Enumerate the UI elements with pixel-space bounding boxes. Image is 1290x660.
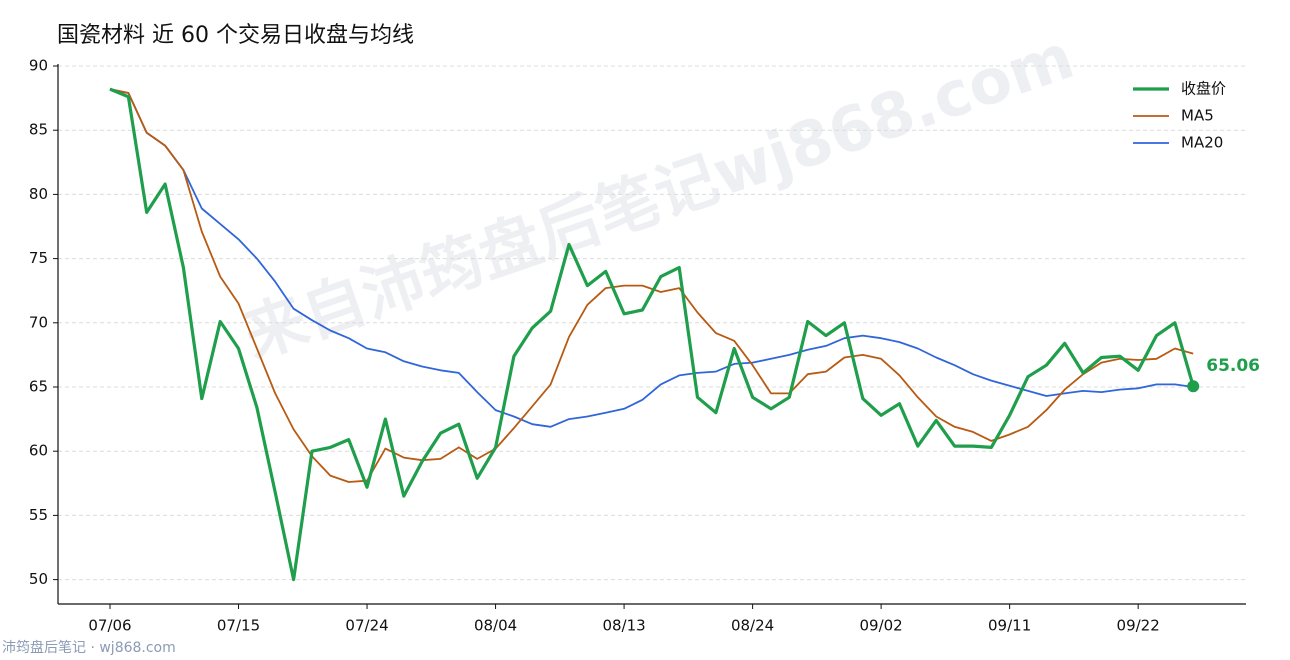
footer: 沛筠盘后笔记 · wj868.com: [2, 639, 176, 656]
x-tick-label: 07/24: [345, 617, 388, 635]
y-tick-label: 60: [29, 442, 48, 460]
x-tick-label: 09/11: [988, 617, 1031, 635]
series-line: [109, 87, 1195, 582]
y-tick-label: 90: [29, 57, 48, 75]
legend-label: 收盘价: [1181, 80, 1226, 98]
y-tick-label: 65: [29, 378, 48, 396]
series-line: [109, 88, 1194, 483]
y-tick-label: 70: [29, 313, 48, 331]
series-line: [109, 88, 1194, 428]
x-tick-label: 08/24: [731, 617, 774, 635]
chart-title: 国瓷材料 近 60 个交易日收盘与均线: [57, 23, 414, 48]
y-tick-label: 85: [29, 121, 48, 139]
x-tick-label: 08/04: [474, 617, 517, 635]
y-tick-label: 75: [29, 249, 48, 267]
x-tick-label: 08/13: [602, 617, 645, 635]
legend-label: MA20: [1181, 134, 1223, 152]
x-tick-label: 09/22: [1117, 617, 1160, 635]
x-tick-label: 09/02: [860, 617, 903, 635]
x-tick-label: 07/06: [88, 617, 131, 635]
legend-label: MA5: [1181, 107, 1214, 125]
watermark: 来自沛筠盘后笔记wj868.com: [235, 19, 1083, 372]
x-tick-label: 07/15: [217, 617, 260, 635]
y-tick-label: 55: [29, 506, 48, 524]
end-value-label: 65.06: [1206, 356, 1260, 376]
end-point: [1187, 380, 1200, 393]
y-tick-label: 50: [29, 570, 48, 588]
y-tick-label: 80: [29, 185, 48, 203]
